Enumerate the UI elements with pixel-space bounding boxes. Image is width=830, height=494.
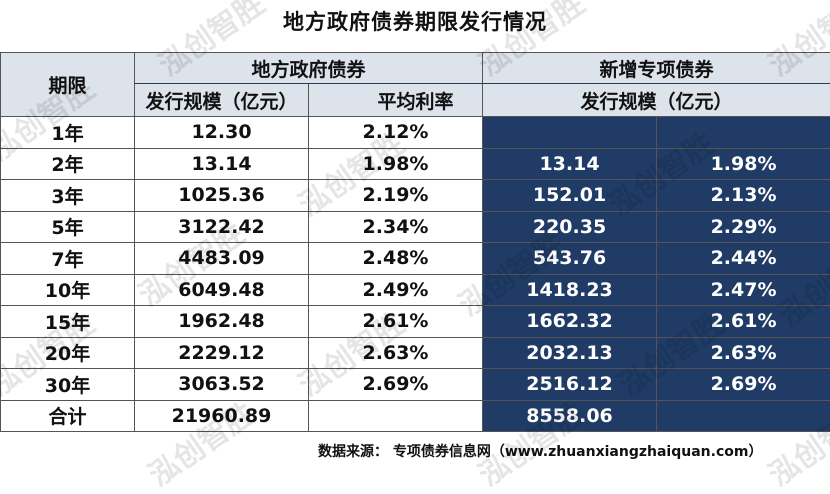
special-rate-cell bbox=[657, 117, 830, 149]
local-rate-cell bbox=[309, 400, 483, 432]
header-group-local: 地方政府债券 bbox=[135, 53, 483, 84]
local-rate-cell: 2.48% bbox=[309, 243, 483, 275]
special-scale-cell bbox=[483, 117, 657, 149]
local-rate-cell: 2.34% bbox=[309, 211, 483, 243]
special-scale-cell: 543.76 bbox=[483, 243, 657, 275]
special-scale-cell: 8558.06 bbox=[483, 400, 657, 432]
term-cell: 1年 bbox=[1, 117, 135, 149]
special-scale-cell: 2516.12 bbox=[483, 369, 657, 401]
header-group-special: 新增专项债券 bbox=[483, 53, 830, 84]
local-scale-cell: 3122.42 bbox=[135, 211, 309, 243]
local-scale-cell: 1962.48 bbox=[135, 306, 309, 338]
special-rate-cell: 2.47% bbox=[657, 274, 830, 306]
local-scale-cell: 3063.52 bbox=[135, 369, 309, 401]
term-cell: 20年 bbox=[1, 337, 135, 369]
data-source: 数据来源： 专项债券信息网（www.zhuanxiangzhaiquan.com… bbox=[318, 441, 762, 461]
header-term: 期限 bbox=[1, 53, 135, 117]
local-scale-cell: 12.30 bbox=[135, 117, 309, 149]
special-scale-cell: 2032.13 bbox=[483, 337, 657, 369]
special-scale-cell: 220.35 bbox=[483, 211, 657, 243]
term-cell: 5年 bbox=[1, 211, 135, 243]
term-cell: 7年 bbox=[1, 243, 135, 275]
special-rate-cell: 1.98% bbox=[657, 148, 830, 180]
local-scale-cell: 21960.89 bbox=[135, 400, 309, 432]
term-cell: 合计 bbox=[1, 400, 135, 432]
special-rate-cell: 2.29% bbox=[657, 211, 830, 243]
term-cell: 3年 bbox=[1, 180, 135, 212]
local-scale-cell: 1025.36 bbox=[135, 180, 309, 212]
local-rate-cell: 2.69% bbox=[309, 369, 483, 401]
special-scale-cell: 152.01 bbox=[483, 180, 657, 212]
special-rate-cell: 2.44% bbox=[657, 243, 830, 275]
local-scale-cell: 4483.09 bbox=[135, 243, 309, 275]
local-rate-cell: 2.19% bbox=[309, 180, 483, 212]
chart-title: 地方政府债券期限发行情况 bbox=[0, 6, 830, 36]
special-rate-cell: 2.61% bbox=[657, 306, 830, 338]
special-scale-cell: 1662.32 bbox=[483, 306, 657, 338]
special-rate-cell: 2.63% bbox=[657, 337, 830, 369]
local-scale-cell: 2229.12 bbox=[135, 337, 309, 369]
header-special-scale: 发行规模（亿元） bbox=[483, 84, 830, 117]
local-rate-cell: 2.12% bbox=[309, 117, 483, 149]
special-scale-cell: 1418.23 bbox=[483, 274, 657, 306]
special-rate-cell bbox=[657, 400, 830, 432]
local-scale-cell: 6049.48 bbox=[135, 274, 309, 306]
header-local-rate: 平均利率 bbox=[309, 84, 483, 117]
special-rate-cell: 2.13% bbox=[657, 180, 830, 212]
local-rate-cell: 2.61% bbox=[309, 306, 483, 338]
bond-table: 期限 地方政府债券 新增专项债券 发行规模（亿元） 平均利率 发行规模（亿元） … bbox=[0, 52, 830, 432]
local-rate-cell: 1.98% bbox=[309, 148, 483, 180]
special-scale-cell: 13.14 bbox=[483, 148, 657, 180]
term-cell: 30年 bbox=[1, 369, 135, 401]
local-rate-cell: 2.63% bbox=[309, 337, 483, 369]
special-rate-cell: 2.69% bbox=[657, 369, 830, 401]
term-cell: 15年 bbox=[1, 306, 135, 338]
term-cell: 2年 bbox=[1, 148, 135, 180]
header-local-scale: 发行规模（亿元） bbox=[135, 84, 309, 117]
local-rate-cell: 2.49% bbox=[309, 274, 483, 306]
term-cell: 10年 bbox=[1, 274, 135, 306]
local-scale-cell: 13.14 bbox=[135, 148, 309, 180]
